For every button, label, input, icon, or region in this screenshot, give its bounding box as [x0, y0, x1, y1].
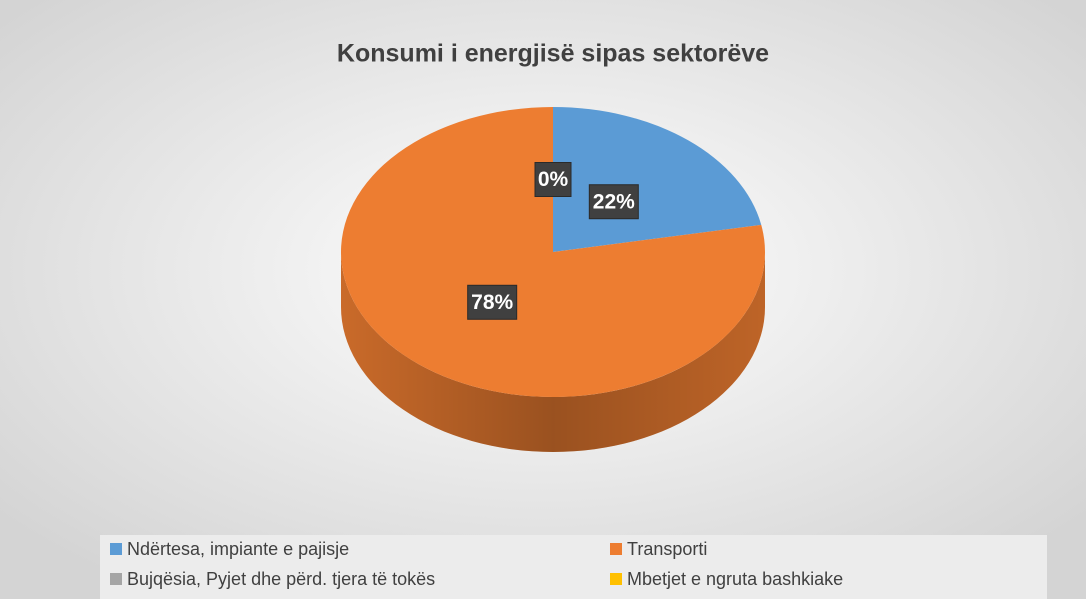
legend-swatch	[110, 573, 122, 585]
legend-label: Bujqësia, Pyjet dhe përd. tjera të tokës	[127, 569, 435, 589]
data-label: 22%	[593, 190, 635, 213]
legend-label: Mbetjet e ngruta bashkiake	[627, 569, 843, 589]
legend-swatch	[610, 573, 622, 585]
legend-box	[100, 535, 1047, 599]
pie-side-shade	[341, 252, 765, 452]
legend-label: Transporti	[627, 539, 707, 559]
legend-swatch	[110, 543, 122, 555]
legend-swatch	[610, 543, 622, 555]
legend-label: Ndërtesa, impiante e pajisje	[127, 539, 349, 559]
data-label: 78%	[471, 291, 513, 314]
data-label-box	[467, 284, 518, 320]
data-label-box	[534, 162, 572, 197]
data-label-box	[588, 184, 639, 220]
chart-title: Konsumi i energjisë sipas sektorëve	[337, 40, 769, 68]
data-label: 0%	[538, 168, 569, 191]
pie-slice	[340, 107, 765, 397]
